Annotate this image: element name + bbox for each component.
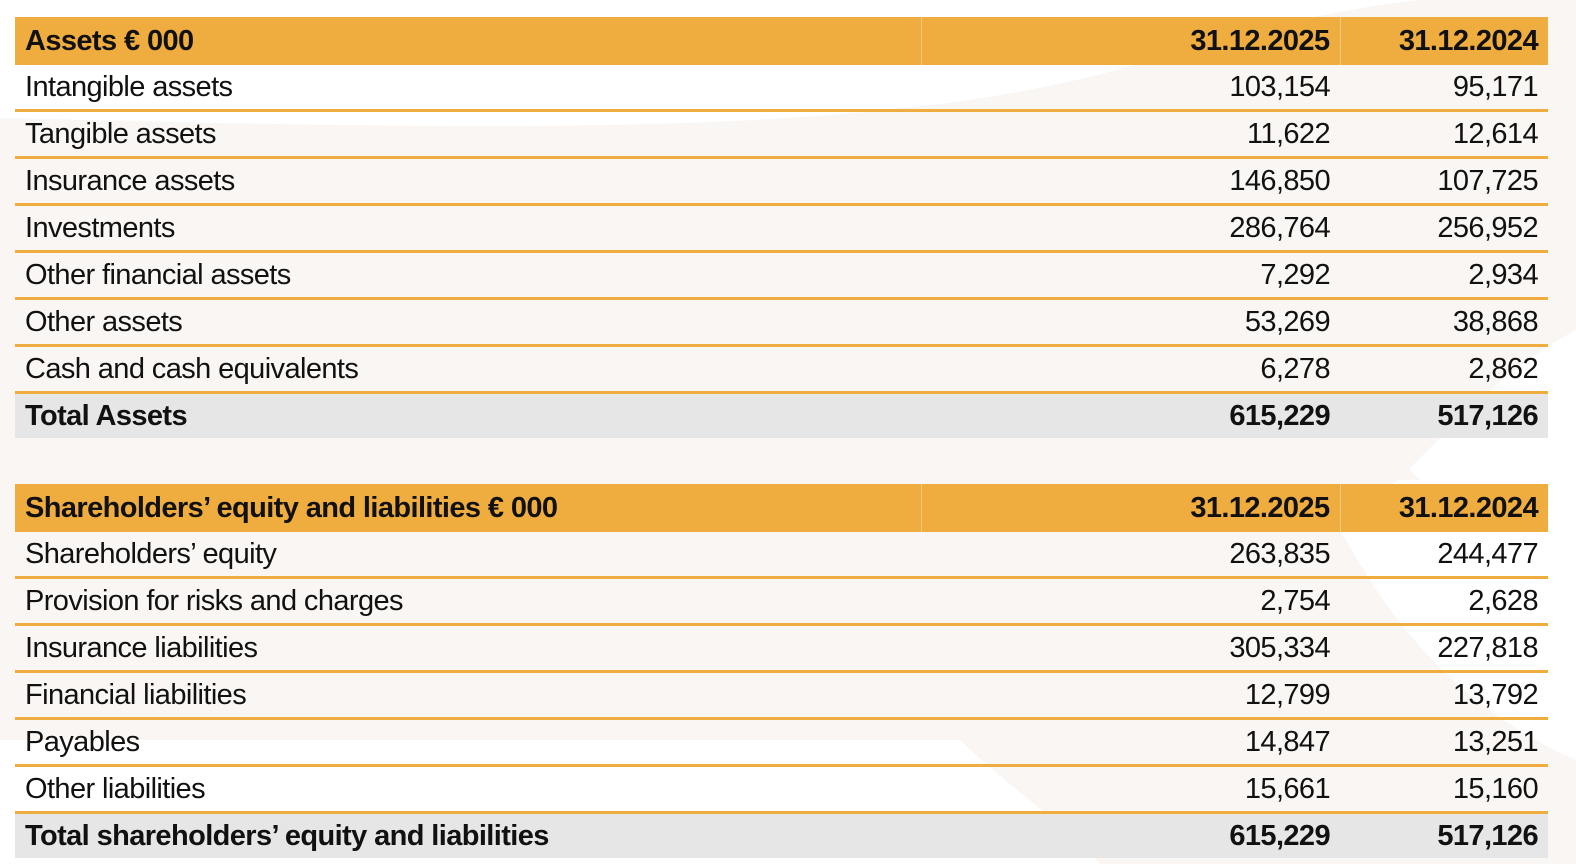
table-row: Cash and cash equivalents 6,278 2,862 [15,344,1548,393]
value-2024: 95,171 [1452,71,1539,103]
row-label: Payables [15,717,921,766]
row-label: Financial liabilities [15,670,921,719]
value-2025: 2,754 [921,576,1340,625]
row-label: Other liabilities [15,764,921,813]
total-2024: 517,126 [1340,391,1548,438]
table-row: Payables 14,847 13,251 [15,717,1548,766]
table-row: Financial liabilities 12,799 13,792 [15,670,1548,719]
table-row: Investments 286,764 256,952 [15,203,1548,252]
value-2025: 305,334 [921,623,1340,672]
value-2024: 38,868 [1340,297,1548,346]
table-row: Tangible assets 11,622 12,614 [15,109,1548,158]
value-2025: 15,661 [921,764,1340,813]
equity-header-label: Shareholders’ equity and liabilities € 0… [15,484,921,532]
value-2025: 146,850 [921,156,1340,205]
row-label: Provision for risks and charges [15,576,921,625]
total-2025: 615,229 [921,811,1340,858]
value-2024: 107,725 [1340,156,1548,205]
row-label: Other assets [15,297,921,346]
value-2025: 103,154 [1229,71,1330,103]
row-label: Shareholders’ equity [25,538,277,570]
equity-header-2025: 31.12.2025 [920,484,1340,532]
value-2025: 286,764 [921,203,1340,252]
row-label: Other financial assets [15,250,921,299]
row-label: Insurance assets [15,156,921,205]
total-2025: 615,229 [921,391,1340,438]
value-2024: 256,952 [1340,203,1548,252]
value-2025: 263,835 [1229,538,1330,570]
value-2024: 13,792 [1340,670,1548,719]
equity-header-row: Shareholders’ equity and liabilities € 0… [15,484,1548,532]
value-2025: 14,847 [921,717,1340,766]
table-row: Insurance assets 146,850 107,725 [15,156,1548,205]
row-label: Investments [15,203,921,252]
table-row: Intangible assets 103,154 95,171 [15,65,1548,111]
value-2025: 6,278 [921,344,1340,393]
value-2025: 53,269 [921,297,1340,346]
total-label: Total Assets [15,391,921,438]
equity-header-2024: 31.12.2024 [1339,484,1548,532]
total-label: Total shareholders’ equity and liabiliti… [15,811,921,858]
total-row: Total Assets 615,229 517,126 [15,391,1548,438]
total-row: Total shareholders’ equity and liabiliti… [15,811,1548,858]
assets-header-label: Assets € 000 [15,17,921,65]
value-2024: 13,251 [1340,717,1548,766]
value-2024: 227,818 [1340,623,1548,672]
assets-header-row: Assets € 000 31.12.2025 31.12.2024 [15,17,1548,65]
row-label: Insurance liabilities [15,623,921,672]
table-row: Shareholders’ equity 263,835 244,477 [15,532,1548,578]
value-2024: 2,862 [1340,344,1548,393]
value-2024: 15,160 [1340,764,1548,813]
assets-header-2025: 31.12.2025 [920,17,1340,65]
row-label: Tangible assets [15,109,921,158]
value-2024: 2,628 [1340,576,1548,625]
value-2025: 7,292 [921,250,1340,299]
equity-liabilities-table: Shareholders’ equity and liabilities € 0… [15,484,1548,858]
value-2025: 11,622 [921,109,1340,158]
assets-header-2024: 31.12.2024 [1339,17,1548,65]
total-2024: 517,126 [1340,811,1548,858]
table-row: Other assets 53,269 38,868 [15,297,1548,346]
row-label: Intangible assets [25,71,233,103]
assets-table: Assets € 000 31.12.2025 31.12.2024 Intan… [15,17,1548,438]
value-2024: 244,477 [1437,538,1538,570]
table-row: Other financial assets 7,292 2,934 [15,250,1548,299]
row-label: Cash and cash equivalents [15,344,921,393]
value-2024: 12,614 [1340,109,1548,158]
table-row: Insurance liabilities 305,334 227,818 [15,623,1548,672]
table-row: Provision for risks and charges 2,754 2,… [15,576,1548,625]
table-row: Other liabilities 15,661 15,160 [15,764,1548,813]
value-2024: 2,934 [1340,250,1548,299]
value-2025: 12,799 [921,670,1340,719]
